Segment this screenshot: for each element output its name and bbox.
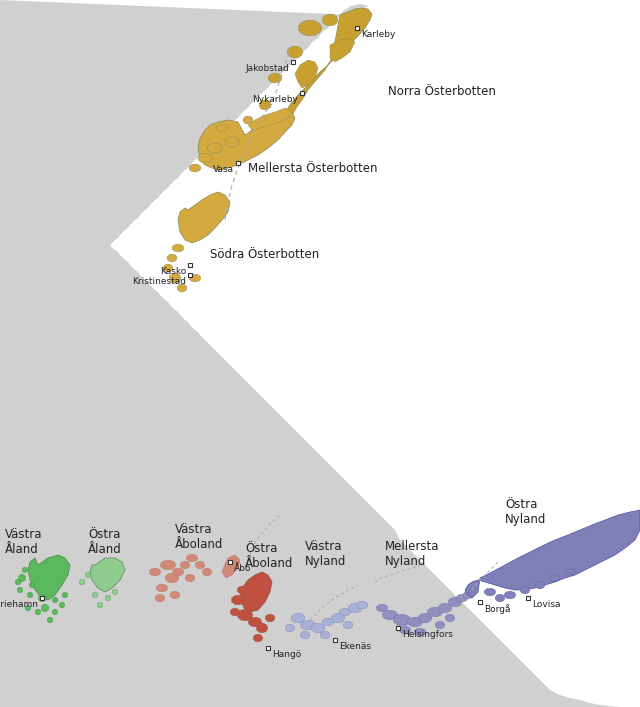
Text: Västra
Åboland: Västra Åboland (175, 523, 223, 551)
Text: Södra Österbotten: Södra Österbotten (210, 248, 319, 261)
Polygon shape (105, 595, 111, 601)
Polygon shape (428, 607, 443, 617)
Polygon shape (301, 620, 316, 630)
Polygon shape (504, 591, 516, 599)
Polygon shape (41, 604, 49, 612)
Polygon shape (29, 582, 35, 588)
Polygon shape (248, 108, 292, 130)
Polygon shape (165, 573, 179, 583)
Polygon shape (323, 14, 338, 26)
Polygon shape (376, 604, 388, 612)
Polygon shape (535, 581, 545, 589)
Polygon shape (22, 567, 28, 573)
Polygon shape (222, 555, 240, 578)
Polygon shape (323, 618, 334, 626)
Text: Västra
Åland: Västra Åland (5, 528, 42, 556)
Polygon shape (259, 100, 271, 110)
Polygon shape (79, 579, 85, 585)
Polygon shape (550, 574, 560, 582)
Text: Borgå: Borgå (484, 604, 511, 614)
Polygon shape (330, 38, 355, 62)
Polygon shape (161, 560, 176, 570)
Text: Kristinestad: Kristinestad (132, 277, 186, 286)
Polygon shape (178, 192, 230, 243)
Polygon shape (232, 595, 245, 605)
Polygon shape (186, 554, 198, 562)
Text: Nykarleby: Nykarleby (252, 95, 298, 104)
Polygon shape (394, 614, 411, 626)
Polygon shape (52, 609, 58, 615)
Polygon shape (170, 591, 180, 599)
Polygon shape (167, 254, 177, 262)
Polygon shape (291, 613, 305, 623)
Polygon shape (62, 592, 68, 598)
Polygon shape (156, 584, 168, 592)
Polygon shape (298, 20, 322, 36)
Polygon shape (237, 609, 253, 621)
Polygon shape (28, 555, 70, 600)
Polygon shape (17, 587, 23, 593)
Polygon shape (198, 153, 212, 163)
Polygon shape (253, 634, 263, 642)
Text: Lovisa: Lovisa (532, 600, 561, 609)
Polygon shape (225, 137, 239, 147)
Polygon shape (257, 623, 268, 633)
Polygon shape (414, 628, 426, 636)
Polygon shape (38, 594, 46, 602)
Polygon shape (240, 572, 272, 612)
Polygon shape (408, 617, 423, 627)
Text: Mellersta
Nyland: Mellersta Nyland (385, 540, 440, 568)
Polygon shape (320, 631, 330, 639)
Text: Hangö: Hangö (272, 650, 301, 659)
Polygon shape (339, 608, 351, 616)
Polygon shape (15, 579, 21, 585)
Polygon shape (52, 597, 58, 603)
Polygon shape (172, 568, 184, 576)
Text: Åbo: Åbo (234, 564, 252, 573)
Polygon shape (465, 510, 640, 598)
Polygon shape (216, 124, 228, 132)
Polygon shape (287, 46, 303, 58)
Polygon shape (449, 597, 462, 607)
Polygon shape (97, 602, 103, 608)
Polygon shape (163, 264, 173, 272)
Text: Mariehamn: Mariehamn (0, 600, 38, 609)
Polygon shape (92, 592, 98, 598)
Text: Östra
Åland: Östra Åland (88, 528, 122, 556)
Polygon shape (332, 613, 345, 623)
Polygon shape (356, 601, 368, 609)
Text: Helsingfors: Helsingfors (402, 630, 453, 639)
Polygon shape (248, 617, 262, 627)
Polygon shape (177, 284, 187, 292)
Polygon shape (565, 569, 575, 575)
Polygon shape (243, 116, 253, 124)
Polygon shape (419, 613, 432, 623)
Polygon shape (90, 558, 125, 592)
Polygon shape (520, 586, 530, 594)
Polygon shape (180, 561, 190, 569)
Polygon shape (295, 60, 318, 88)
Text: Östra
Åboland: Östra Åboland (245, 542, 293, 570)
Polygon shape (484, 588, 496, 596)
Polygon shape (438, 603, 452, 613)
Polygon shape (445, 614, 455, 622)
Polygon shape (195, 561, 205, 569)
Polygon shape (59, 602, 65, 608)
Polygon shape (112, 589, 118, 595)
Polygon shape (170, 273, 181, 283)
Polygon shape (189, 274, 201, 282)
Text: Mellersta Österbotten: Mellersta Österbotten (248, 162, 378, 175)
Text: Ekenäs: Ekenäs (339, 642, 371, 651)
Polygon shape (172, 244, 184, 252)
Text: Kasko: Kasko (160, 267, 186, 276)
Polygon shape (149, 568, 161, 576)
Polygon shape (285, 624, 295, 632)
Text: Vasa: Vasa (213, 165, 234, 174)
Polygon shape (27, 592, 33, 598)
Polygon shape (156, 594, 165, 602)
Polygon shape (348, 603, 362, 613)
Polygon shape (186, 574, 195, 582)
Polygon shape (495, 594, 505, 602)
Polygon shape (268, 73, 282, 83)
